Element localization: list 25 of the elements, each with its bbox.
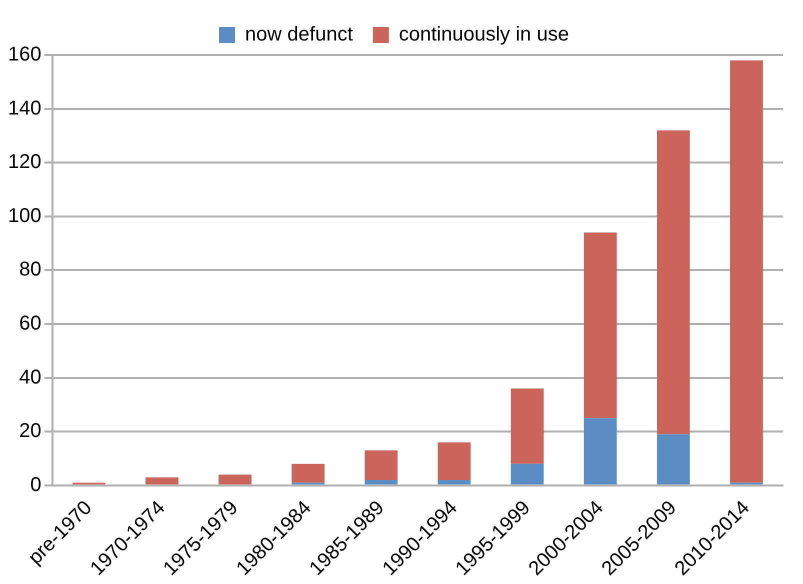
bar: [292, 464, 325, 483]
bar: [438, 442, 471, 480]
bar: [656, 130, 690, 434]
y-tick-label: 60: [19, 312, 42, 335]
bar: [438, 480, 471, 484]
y-tick-label: 120: [8, 151, 42, 174]
bar: [656, 434, 690, 484]
bar: [584, 418, 617, 484]
y-tick-label: 40: [19, 366, 42, 388]
legend-label: continuously in use: [398, 24, 569, 46]
y-tick-label: 140: [8, 97, 42, 120]
bar: [218, 474, 252, 484]
bar: [730, 60, 763, 483]
bar: [584, 232, 617, 418]
y-tick-label: 0: [30, 474, 42, 496]
y-tick-label: 80: [19, 258, 42, 281]
bar: [364, 480, 398, 484]
bar: [510, 388, 544, 464]
legend-label: now defunct: [245, 24, 354, 46]
y-tick-label: 100: [8, 204, 42, 227]
bar: [510, 464, 544, 484]
y-tick-label: 160: [8, 44, 42, 66]
bar: [146, 477, 178, 484]
bar: [364, 450, 398, 480]
y-tick-label: 20: [19, 420, 42, 442]
